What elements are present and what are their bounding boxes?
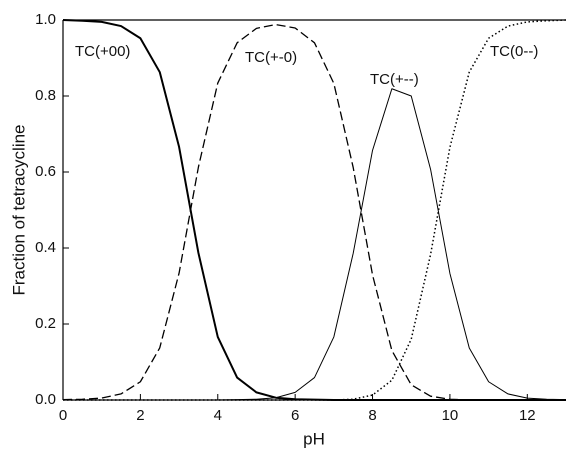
x-axis-title: pH [303,429,325,448]
series-line [62,23,566,401]
y-tick-label: 0.0 [35,391,56,408]
y-tick-label: 0.6 [35,163,56,180]
series-label: TC(+00) [75,43,130,60]
series-label: TC(0--) [490,43,538,60]
x-tick-label: 12 [519,407,536,424]
y-tick-label: 1.0 [35,11,56,28]
y-tick-label: 0.8 [35,87,56,104]
series-label: TC(+--) [370,71,419,88]
x-tick-label: 0 [59,407,67,424]
y-tick-label: 0.4 [35,239,56,256]
x-tick-label: 10 [442,407,459,424]
x-tick-label: 8 [368,407,376,424]
y-tick-label: 0.2 [35,315,56,332]
x-tick-label: 6 [291,407,299,424]
series-line [62,19,566,401]
series-line [63,19,567,401]
x-tick-label: 2 [136,407,144,424]
series-line [63,88,567,401]
x-tick-label: 4 [214,407,222,424]
series-label: TC(+-0) [245,49,297,66]
y-axis-title: Fraction of tetracycline [9,124,28,295]
